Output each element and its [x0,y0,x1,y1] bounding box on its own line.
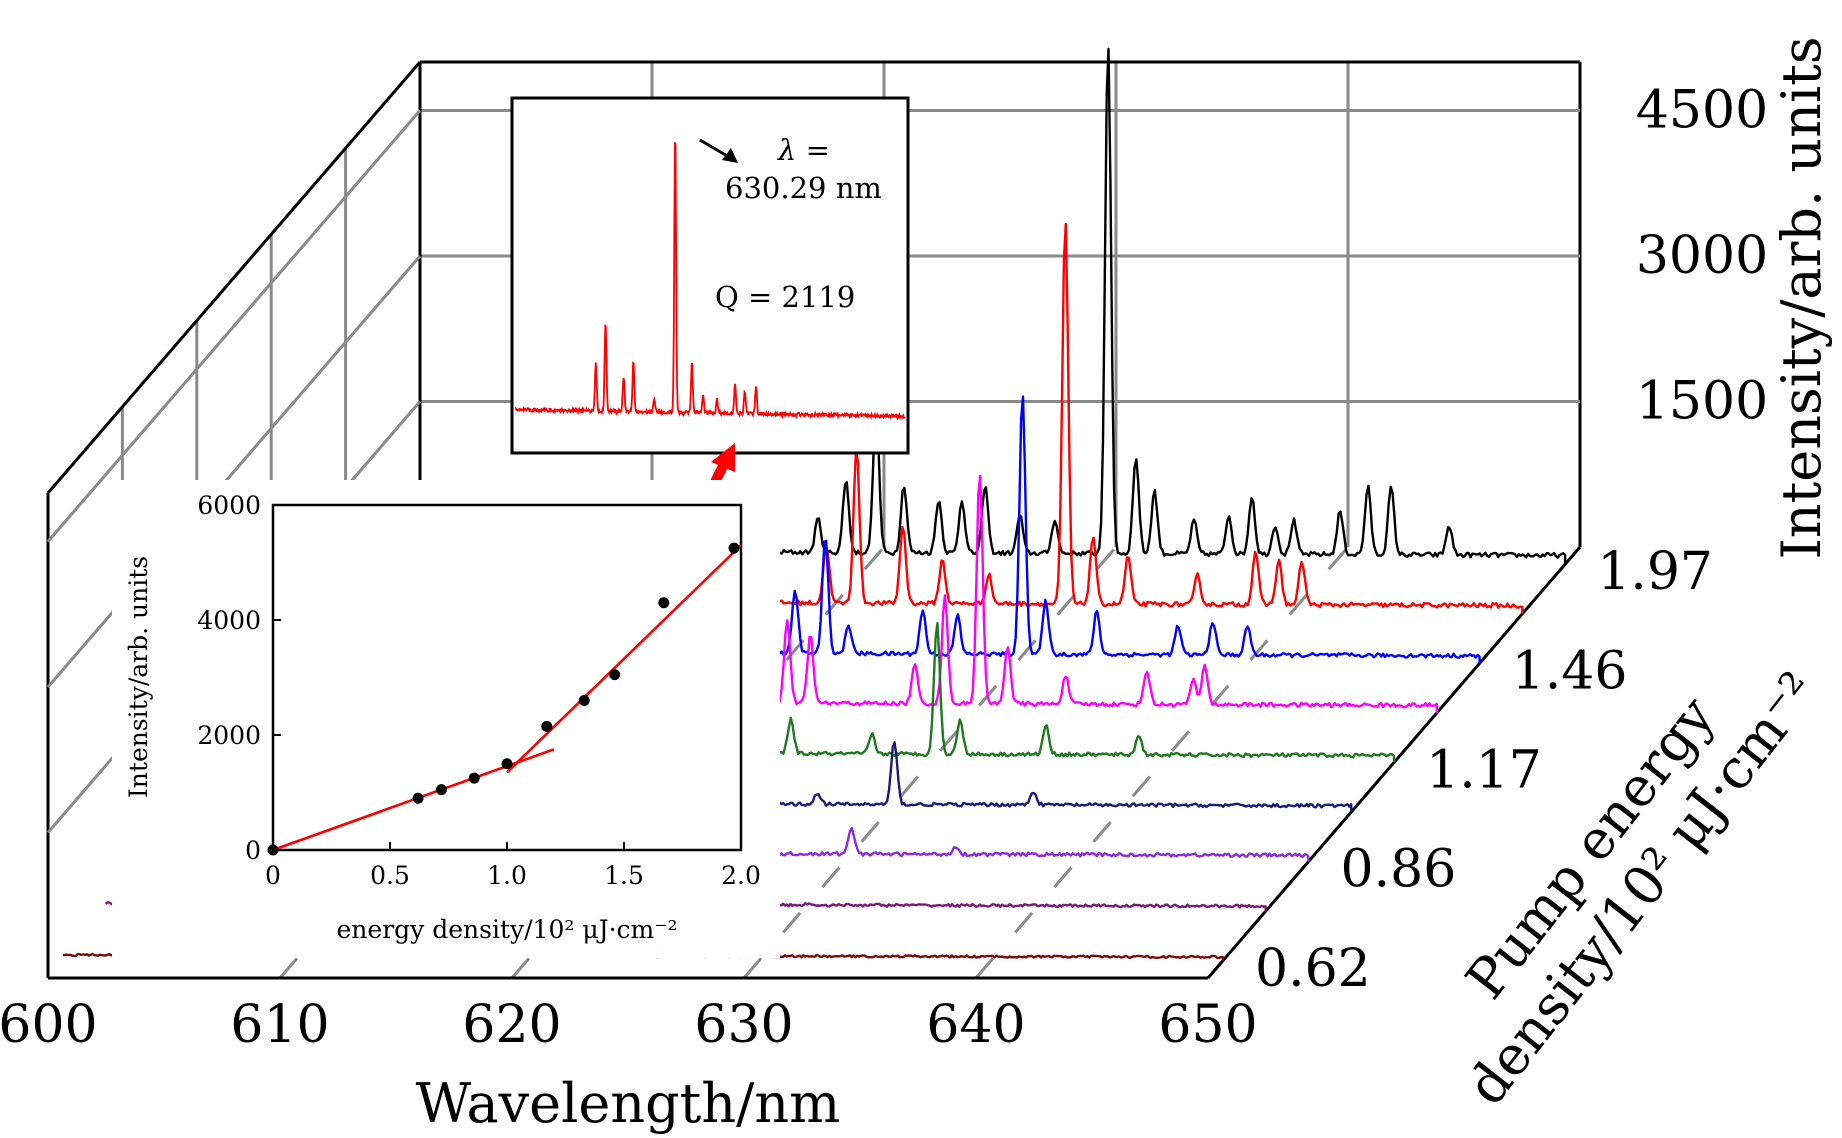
threshold-data-point [412,792,424,804]
threshold-y-label: Intensity/arb. units [124,556,153,798]
threshold-data-point [501,758,513,770]
q-factor-annotation: Q = 2119 [715,280,855,314]
inset-spectrum-line [514,142,906,421]
threshold-data-point [578,695,590,706]
pump-tick-label: 1.97 [1597,542,1713,602]
threshold-data-point [541,720,553,732]
x-tick-label: 610 [230,995,329,1055]
x-tick-label: 600 [0,995,98,1055]
threshold-x-tick-label: 1.0 [487,861,527,890]
threshold-x-tick-label: 0.5 [370,861,410,890]
floor-gridline [742,546,1118,979]
floor-gridline [974,546,1350,979]
z-tick-label: 4500 [1636,81,1768,141]
peak-arrowhead [722,148,738,163]
threshold-inset-background [112,480,780,958]
threshold-data-point [435,784,447,796]
threshold-data-point [468,772,480,784]
x-tick-label: 640 [926,995,1025,1055]
x-tick-label: 650 [1158,995,1257,1055]
side-wall-gridline-z [46,255,422,688]
threshold-x-tick-label: 2.0 [721,861,761,890]
threshold-data-points [267,542,740,856]
threshold-y-tick-label: 2000 [197,721,261,750]
z-axis-label: Intensity/arb. units [1770,36,1833,559]
threshold-x-tick-label: 0 [265,861,281,890]
threshold-x-tick-label: 1.5 [604,861,644,890]
z-tick-label: 3000 [1636,226,1768,286]
spectrum-inset: λ = 630.29 nm Q = 2119 [510,96,910,455]
pump-tick-label: 1.17 [1426,741,1542,801]
lambda-annotation-line1: λ = [777,133,830,167]
pump-tick-label: 0.86 [1341,840,1457,900]
x-tick-label: 630 [694,995,793,1055]
threshold-y-tick-label: 4000 [197,606,261,635]
threshold-data-point [728,542,740,554]
side-wall-top-edge [46,61,422,494]
threshold-y-tick-label: 6000 [197,491,261,520]
x-axis-label: Wavelength/nm [416,1072,841,1135]
threshold-data-point [658,597,670,609]
spectrum-inset-frame [510,96,910,455]
side-wall-gridline-z [46,109,422,543]
threshold-x-label: energy density/10² μJ·cm⁻² [337,915,678,944]
z-tick-label: 1500 [1636,372,1768,432]
threshold-data-point [609,669,621,681]
threshold-inset-ticks: 0 0.5 1.0 1.5 2.0 0 2000 4000 6000 [197,491,761,890]
threshold-y-tick-label: 0 [245,836,261,865]
threshold-data-point [267,844,279,856]
threshold-inset: 0 0.5 1.0 1.5 2.0 0 2000 4000 6000 energy densit… [112,480,780,958]
x-tick-label: 620 [462,995,561,1055]
threshold-fit-line [506,544,742,774]
pump-tick-label: 0.62 [1255,939,1371,999]
lambda-annotation-line2: 630.29 nm [725,171,882,205]
pump-tick-label: 1.46 [1512,641,1628,701]
